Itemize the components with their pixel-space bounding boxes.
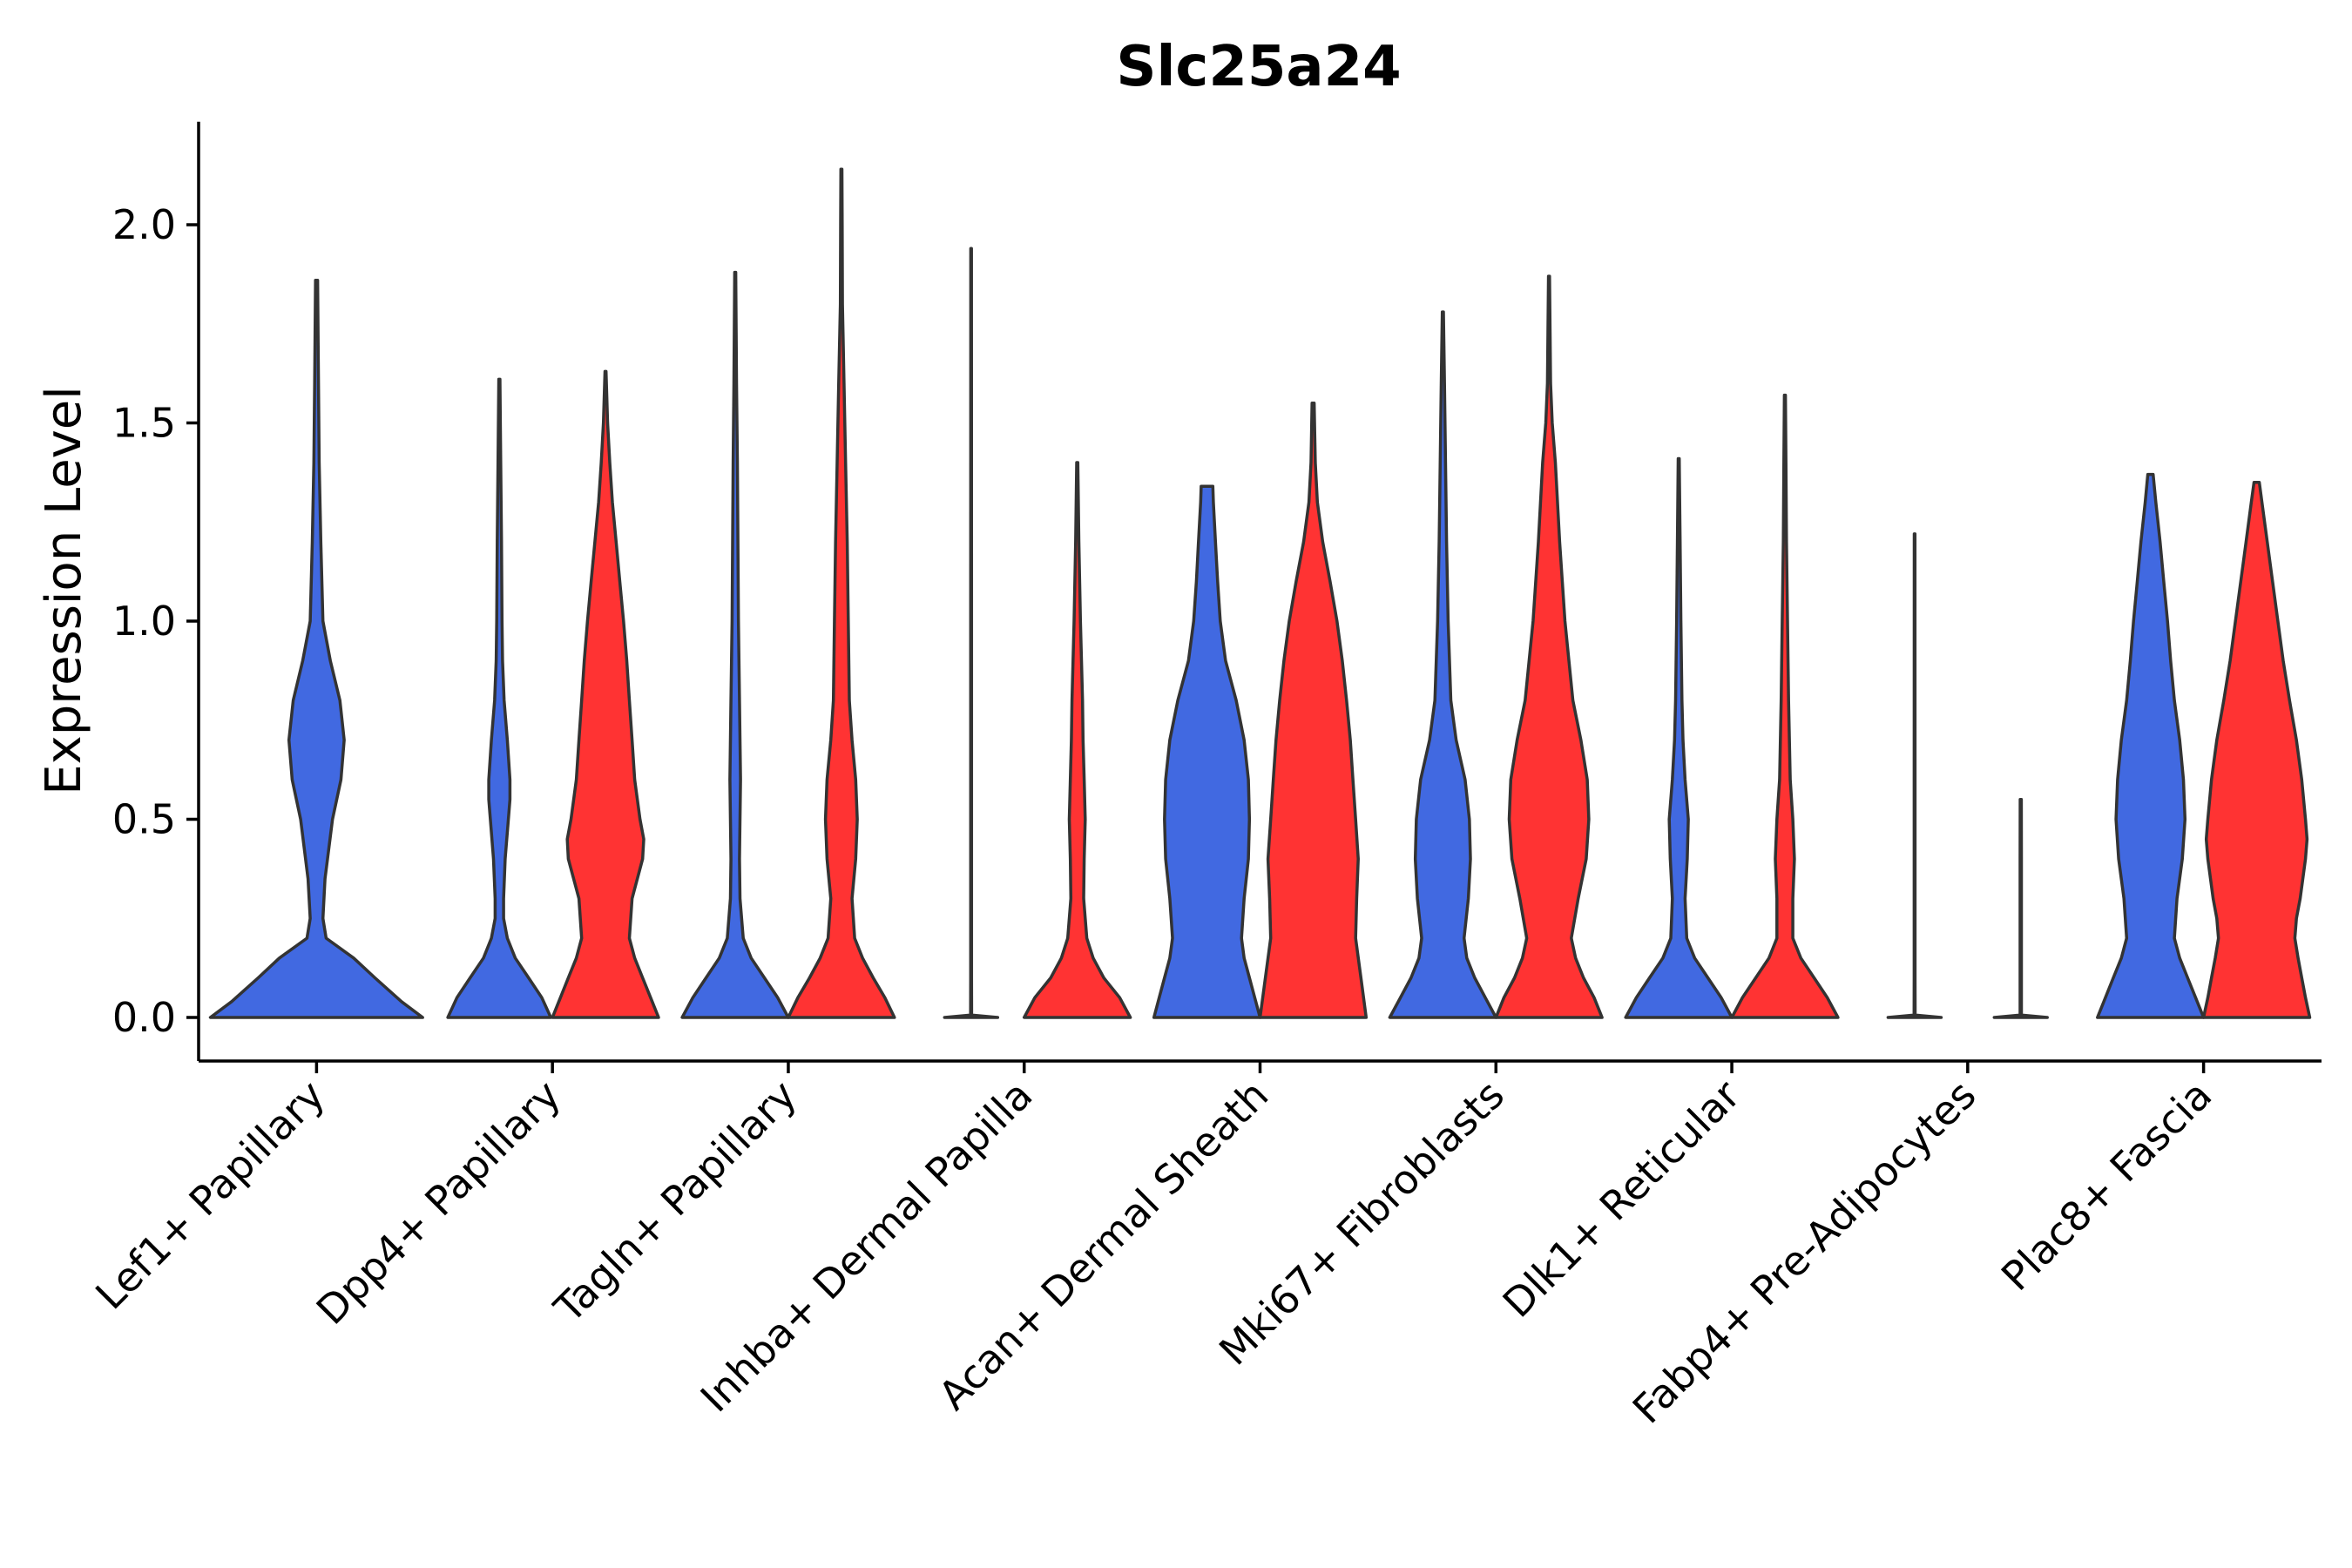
x-tick-label: Tagln+ Papillary [544, 1071, 806, 1333]
violin-group2 [1992, 798, 2049, 1019]
y-tick-label: 0.5 [112, 796, 176, 843]
violin-group2 [2201, 481, 2312, 1019]
y-tick-label: 1.0 [112, 598, 176, 645]
violin-group1 [1152, 484, 1262, 1019]
violin-group1 [943, 247, 1000, 1019]
violin-group1 [208, 278, 424, 1019]
violin-group2 [1730, 393, 1840, 1019]
y-tick-label: 1.5 [112, 400, 176, 447]
violin-group2 [1258, 402, 1369, 1019]
chart-title: Slc25a24 [1116, 35, 1401, 99]
x-tick-label: Plac8+ Fascia [1992, 1071, 2220, 1300]
y-axis-label: Expression Level [36, 386, 92, 795]
violins-layer [208, 167, 2312, 1019]
y-tick-label: 0.0 [112, 994, 176, 1041]
x-tick-label: Dlk1+ Reticular [1494, 1071, 1749, 1327]
x-tick-label: Lef1+ Papillary [86, 1071, 334, 1319]
violin-group2 [551, 369, 660, 1019]
violin-group2 [1494, 274, 1604, 1019]
violin-group1 [1886, 532, 1943, 1019]
y-tick-label: 2.0 [112, 201, 176, 248]
violin-group2 [787, 167, 896, 1019]
violin-group1 [680, 270, 790, 1019]
violin-group1 [2096, 472, 2206, 1019]
violin-group2 [1022, 461, 1132, 1019]
violin-group1 [1624, 456, 1734, 1019]
violin-group1 [1388, 310, 1498, 1019]
violin-group1 [446, 377, 553, 1019]
x-tick-label: Dpp4+ Papillary [308, 1071, 570, 1334]
